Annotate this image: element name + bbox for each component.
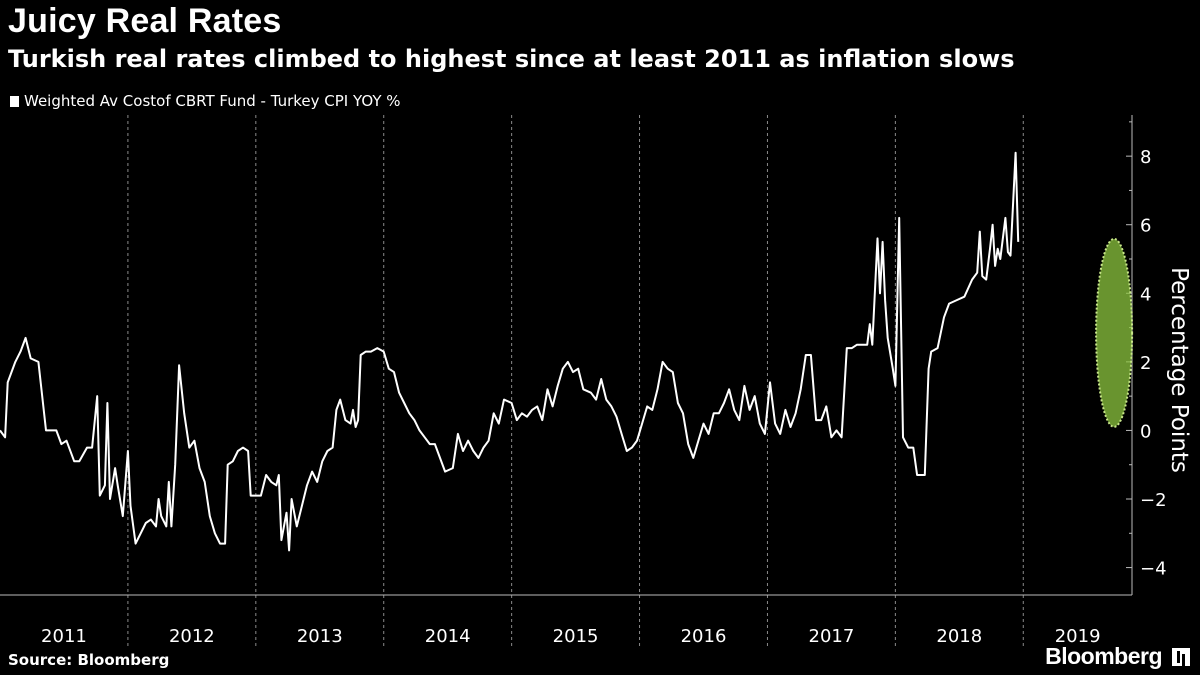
chart-title: Juicy Real Rates <box>8 2 282 40</box>
series-layer <box>0 151 1020 552</box>
y-tick-label: 4 <box>1140 284 1151 305</box>
x-tick-label: 2014 <box>425 626 471 647</box>
y-tick-label: −2 <box>1140 490 1167 511</box>
chart-subtitle: Turkish real rates climbed to highest si… <box>8 45 1015 73</box>
series-line <box>0 151 1020 552</box>
axis-layer: 2011 2012 2013 2014 2015 2016 2017 2018 2019 −4 −2… <box>0 115 1167 647</box>
highlight-layer <box>1095 237 1134 428</box>
x-tick-label: 2019 <box>1055 626 1101 647</box>
bloomberg-logo: Bloomberg <box>1045 643 1190 670</box>
x-tick-label: 2011 <box>41 626 87 647</box>
bloomberg-box-icon <box>1172 647 1190 666</box>
y-axis-label: Percentage Points <box>1166 267 1192 473</box>
x-tick-label: 2013 <box>297 626 343 647</box>
y-tick-label: 8 <box>1140 147 1151 168</box>
x-tick-label: 2018 <box>936 626 982 647</box>
y-tick-label: 0 <box>1140 421 1151 442</box>
chart-legend: Weighted Av Costof CBRT Fund - Turkey CP… <box>10 92 401 110</box>
x-tick-label: 2017 <box>809 626 855 647</box>
x-tick-label: 2012 <box>169 626 215 647</box>
y-tick-label: −4 <box>1140 559 1167 580</box>
highlight-ellipse <box>1095 237 1134 428</box>
source-note: Source: Bloomberg <box>8 651 170 669</box>
grid-layer <box>127 115 1024 648</box>
brand-text: Bloomberg <box>1045 643 1162 669</box>
y-tick-label: 2 <box>1140 353 1151 374</box>
y-tick-label: 6 <box>1140 216 1151 237</box>
x-tick-label: 2016 <box>681 626 727 647</box>
legend-label: Weighted Av Costof CBRT Fund - Turkey CP… <box>24 92 401 110</box>
x-tick-label: 2015 <box>553 626 599 647</box>
legend-swatch <box>10 95 19 107</box>
